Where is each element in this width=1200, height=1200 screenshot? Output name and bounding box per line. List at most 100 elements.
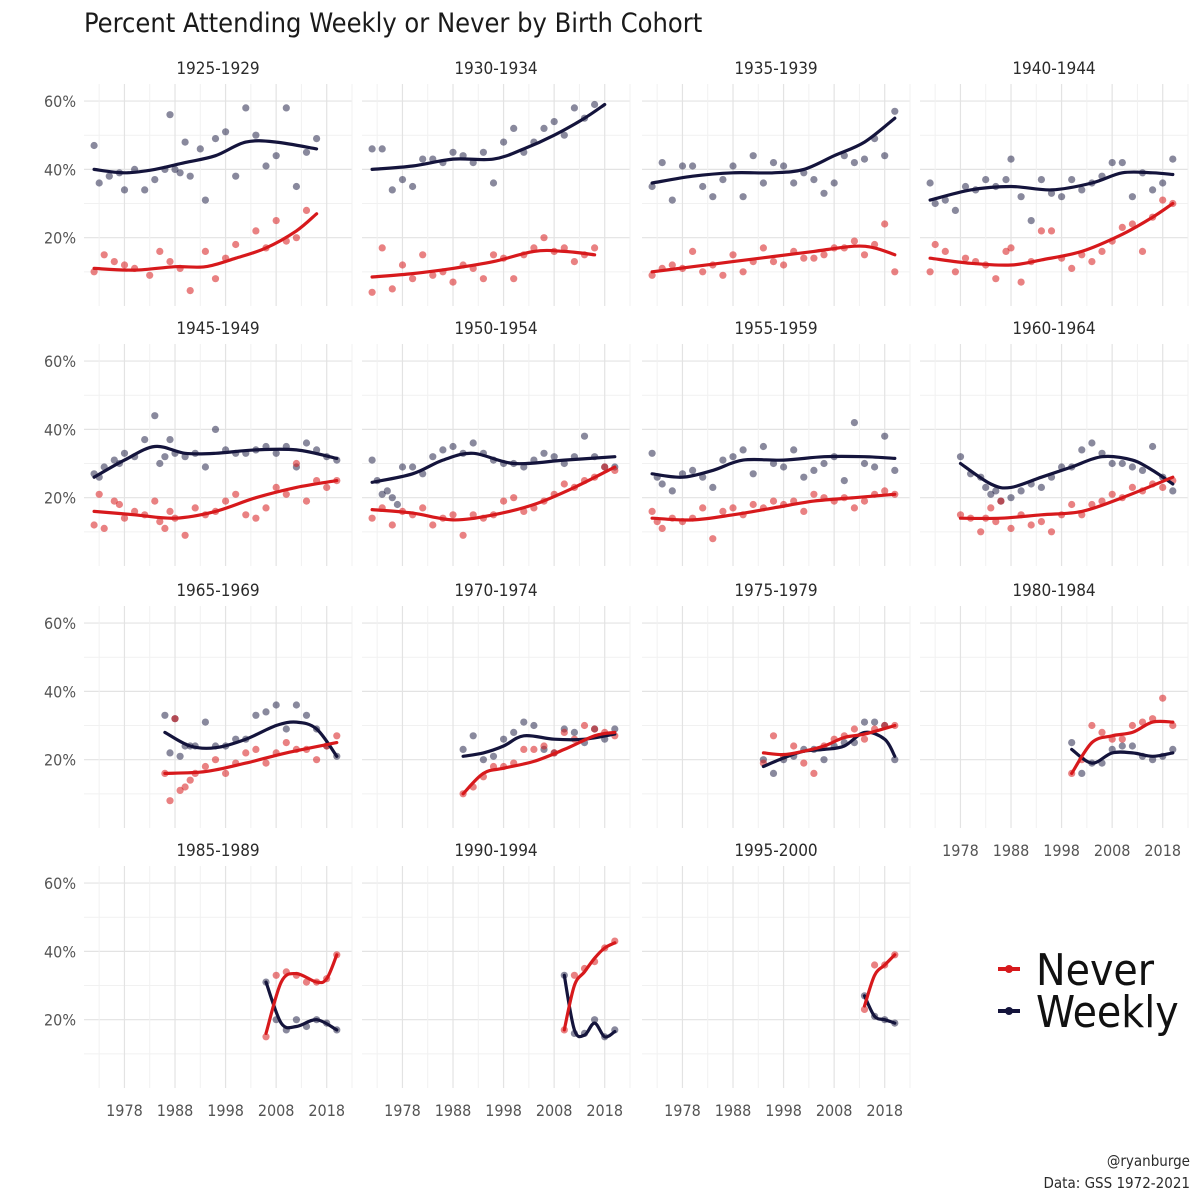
x-tick-label: 1988 bbox=[993, 841, 1030, 860]
weekly-point bbox=[510, 728, 518, 737]
weekly-point bbox=[891, 107, 899, 115]
y-tick-label: 20% bbox=[44, 751, 76, 770]
never-point bbox=[800, 254, 808, 262]
never-point bbox=[997, 497, 1005, 505]
weekly-point bbox=[1078, 769, 1086, 778]
weekly-point bbox=[272, 701, 280, 709]
y-tick-label: 20% bbox=[44, 1011, 76, 1030]
x-tick-label: 1978 bbox=[942, 841, 979, 860]
y-tick-label: 40% bbox=[44, 942, 76, 961]
weekly-point bbox=[699, 473, 707, 481]
never-point bbox=[292, 459, 300, 468]
never-point bbox=[850, 237, 859, 245]
never-point bbox=[151, 497, 159, 505]
never-point bbox=[368, 288, 376, 296]
weekly-point bbox=[429, 453, 437, 461]
never-point bbox=[1098, 728, 1106, 737]
never-point bbox=[881, 220, 889, 228]
weekly-point bbox=[780, 162, 788, 170]
weekly-point bbox=[881, 152, 889, 160]
never-point bbox=[313, 756, 321, 764]
panel-1950-1954: 1950-1954 bbox=[362, 319, 631, 566]
weekly-point bbox=[211, 135, 220, 143]
never-point bbox=[252, 745, 260, 754]
never-point bbox=[810, 769, 818, 778]
weekly-point bbox=[252, 711, 260, 719]
weekly-point bbox=[550, 453, 558, 461]
never-trend-line bbox=[761, 723, 897, 757]
weekly-point bbox=[1128, 742, 1136, 750]
weekly-trend-line bbox=[650, 116, 897, 185]
weekly-point bbox=[292, 182, 300, 191]
never-point bbox=[570, 258, 579, 266]
weekly-point bbox=[1017, 193, 1025, 201]
weekly-point bbox=[1149, 756, 1157, 764]
never-point bbox=[992, 275, 1000, 283]
weekly-point bbox=[489, 752, 498, 760]
weekly-point bbox=[719, 176, 727, 184]
never-point bbox=[860, 735, 869, 743]
never-point bbox=[302, 497, 311, 505]
never-point bbox=[800, 507, 808, 515]
weekly-point bbox=[520, 718, 528, 726]
weekly-point bbox=[658, 480, 666, 488]
weekly-point bbox=[759, 442, 768, 451]
weekly-point bbox=[709, 193, 717, 201]
weekly-point bbox=[378, 490, 386, 498]
weekly-point bbox=[580, 432, 589, 440]
never-point bbox=[181, 783, 189, 791]
never-point bbox=[282, 490, 290, 498]
never-point bbox=[719, 271, 727, 279]
strip-label: 1995-2000 bbox=[734, 841, 817, 861]
never-point bbox=[409, 275, 417, 283]
x-tick-label: 2008 bbox=[536, 1101, 573, 1120]
never-point bbox=[699, 504, 707, 512]
never-point bbox=[850, 504, 859, 512]
never-point bbox=[540, 234, 548, 242]
never-point bbox=[601, 463, 609, 471]
never-point bbox=[860, 497, 869, 505]
weekly-point bbox=[1169, 155, 1177, 163]
never-point bbox=[987, 504, 995, 512]
never-point bbox=[398, 261, 407, 269]
weekly-point bbox=[469, 732, 477, 740]
never-trend-line bbox=[370, 248, 597, 279]
x-tick-label: 1978 bbox=[106, 1101, 143, 1120]
legend-never-label: Never bbox=[1036, 945, 1155, 996]
weekly-point bbox=[1108, 459, 1116, 468]
weekly-point bbox=[242, 104, 250, 112]
panel-1925-1929: 1925-1929 20% 40% 60% bbox=[44, 59, 353, 306]
never-point bbox=[510, 275, 518, 283]
weekly-point bbox=[1169, 487, 1177, 495]
never-point bbox=[479, 275, 487, 283]
strip-label: 1980-1984 bbox=[1012, 581, 1095, 601]
never-point bbox=[881, 487, 889, 495]
never-point bbox=[729, 504, 737, 512]
never-point bbox=[1047, 528, 1056, 536]
weekly-point bbox=[668, 487, 676, 495]
never-point bbox=[1007, 244, 1015, 252]
weekly-point bbox=[176, 752, 184, 760]
weekly-point bbox=[1118, 459, 1126, 468]
never-point bbox=[931, 240, 939, 249]
never-point bbox=[790, 742, 798, 750]
weekly-point bbox=[201, 718, 209, 726]
weekly-point bbox=[302, 148, 311, 156]
weekly-point bbox=[1007, 494, 1015, 502]
y-tick-label: 20% bbox=[44, 489, 76, 508]
never-point bbox=[1037, 227, 1045, 235]
weekly-point bbox=[282, 725, 290, 733]
weekly-point bbox=[479, 756, 487, 764]
weekly-point bbox=[120, 449, 129, 457]
never-point bbox=[926, 268, 934, 276]
weekly-point bbox=[398, 176, 407, 184]
weekly-point bbox=[982, 176, 990, 184]
weekly-point bbox=[1128, 463, 1136, 471]
weekly-point bbox=[1118, 742, 1126, 750]
weekly-point bbox=[1007, 155, 1015, 163]
never-point bbox=[156, 518, 164, 526]
weekly-point bbox=[95, 179, 103, 187]
weekly-point bbox=[689, 162, 697, 170]
x-tick-label: 1998 bbox=[1043, 841, 1080, 860]
weekly-point bbox=[459, 745, 467, 754]
